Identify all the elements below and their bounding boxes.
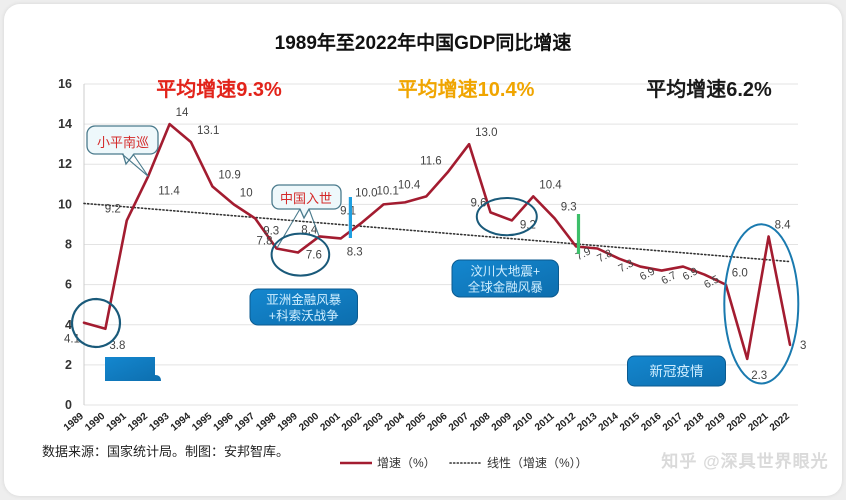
svg-text:2008: 2008 [468,411,492,434]
svg-text:2021: 2021 [746,411,770,434]
svg-text:2005: 2005 [404,411,428,434]
svg-text:13.0: 13.0 [475,127,497,139]
svg-text:8: 8 [65,238,72,252]
svg-text:14: 14 [58,117,72,131]
svg-text:6: 6 [65,278,72,292]
svg-text:2009: 2009 [490,411,514,434]
svg-text:7.6: 7.6 [306,250,322,262]
svg-text:1994: 1994 [169,411,193,434]
svg-text:平均增速9.3%: 平均增速9.3% [156,77,282,101]
svg-text:2012: 2012 [554,411,578,434]
svg-text:1989: 1989 [62,411,86,434]
svg-text:9.1: 9.1 [340,205,356,217]
svg-text:1990: 1990 [83,411,107,434]
svg-text:10.4: 10.4 [539,179,562,191]
svg-text:10.4: 10.4 [398,179,421,191]
svg-text:10.0: 10.0 [355,187,377,199]
svg-text:数据来源：国家统计局。制图：安邦智库。: 数据来源：国家统计局。制图：安邦智库。 [42,444,289,459]
svg-text:2013: 2013 [575,411,599,434]
svg-text:0: 0 [65,398,72,412]
svg-text:1993: 1993 [147,411,171,434]
svg-text:2020: 2020 [725,411,749,434]
svg-text:新冠疫情: 新冠疫情 [650,364,704,379]
svg-text:中国入世: 中国入世 [280,191,332,206]
svg-text:10.1: 10.1 [377,185,399,197]
svg-text:2.3: 2.3 [751,370,767,382]
svg-text:2019: 2019 [704,411,728,434]
svg-text:8.4: 8.4 [775,220,792,232]
svg-text:2015: 2015 [618,411,642,434]
svg-text:12: 12 [58,157,72,171]
svg-text:2002: 2002 [340,411,364,434]
svg-text:2004: 2004 [383,411,407,434]
svg-text:11.4: 11.4 [158,185,180,197]
svg-text:10.9: 10.9 [218,169,240,181]
svg-text:2: 2 [65,358,72,372]
svg-text:1995: 1995 [190,411,214,434]
svg-text:小平南巡: 小平南巡 [97,135,149,150]
svg-text:1992: 1992 [126,411,150,434]
svg-text:11.6: 11.6 [420,155,442,167]
svg-text:线性（增速（%））: 线性（增速（%）） [487,456,588,470]
svg-text:3: 3 [800,340,806,352]
svg-text:4: 4 [65,318,72,332]
svg-text:全球金融风暴: 全球金融风暴 [468,280,544,295]
svg-text:2006: 2006 [426,411,450,434]
svg-text:8.3: 8.3 [347,247,363,259]
svg-text:16: 16 [58,77,72,91]
svg-text:2022: 2022 [768,411,792,434]
svg-text:2018: 2018 [682,411,706,434]
svg-text:1997: 1997 [233,411,257,434]
svg-text:亚洲金融风暴: 亚洲金融风暴 [266,292,342,307]
svg-text:2010: 2010 [511,411,535,434]
svg-text:2001: 2001 [319,411,343,434]
svg-text:1999: 1999 [276,411,300,434]
svg-text:2003: 2003 [361,411,385,434]
svg-text:2011: 2011 [533,411,557,434]
svg-text:汶川大地震+: 汶川大地震+ [470,264,540,279]
svg-text:2016: 2016 [639,411,663,434]
svg-text:9.2: 9.2 [105,203,121,215]
svg-text:2000: 2000 [297,411,321,434]
svg-text:+科索沃战争: +科索沃战争 [269,309,339,323]
svg-text:10: 10 [240,187,253,199]
svg-text:知乎 @深具世界眼光: 知乎 @深具世界眼光 [660,451,828,471]
svg-text:9.3: 9.3 [561,201,577,213]
svg-text:7.8: 7.8 [257,236,273,248]
svg-text:平均增速6.2%: 平均增速6.2% [646,77,772,101]
svg-text:平均增速10.4%: 平均增速10.4% [398,77,535,101]
svg-text:1996: 1996 [212,411,236,434]
svg-text:1998: 1998 [254,411,278,434]
svg-text:13.1: 13.1 [197,125,219,137]
svg-text:2007: 2007 [447,411,471,434]
svg-text:14: 14 [176,107,189,119]
svg-text:6.0: 6.0 [732,268,748,280]
svg-text:2014: 2014 [597,411,621,434]
svg-text:2017: 2017 [661,411,685,434]
svg-text:增速（%）: 增速（%） [377,456,436,470]
svg-text:1991: 1991 [105,411,129,434]
svg-text:10: 10 [58,197,72,211]
